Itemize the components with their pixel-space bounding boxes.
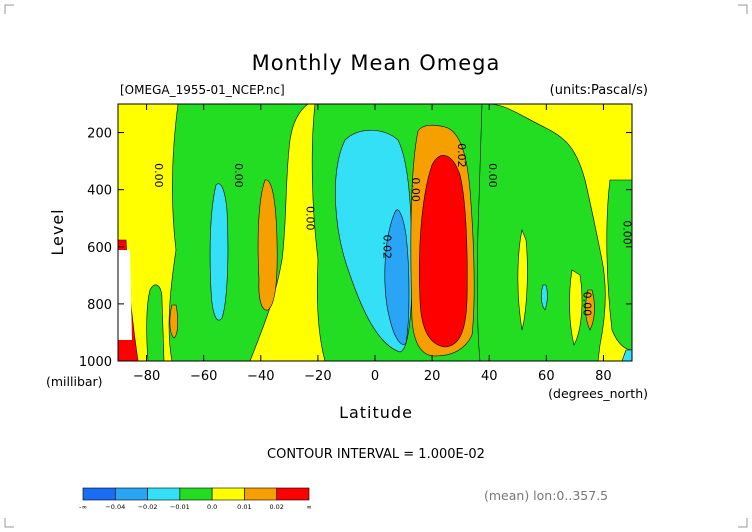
x-tick-label: −80 [133, 369, 160, 384]
contour-interval-note: CONTOUR INTERVAL = 1.000E-02 [267, 447, 485, 462]
x-axis-units: (degrees_north) [548, 386, 648, 401]
contour-label: 0.00 [580, 292, 593, 317]
y-tick-label: 1000 [79, 355, 112, 370]
region-cyan-north [540, 284, 548, 311]
x-tick-label: 20 [424, 369, 441, 384]
colorbar-swatch [276, 487, 310, 501]
contour-label: 0.02 [381, 235, 394, 260]
colorbar-label: 0.02 [269, 503, 283, 511]
region-white-edge [118, 250, 132, 340]
y-tick-label: 400 [87, 184, 112, 199]
colorbar-label: -∞ [79, 503, 87, 511]
region-orange-north [585, 289, 595, 331]
region-blue-core [384, 209, 410, 345]
colorbar-label: ∞ [306, 503, 311, 511]
colorbar-swatch [211, 487, 245, 501]
x-tick-label: −20 [304, 369, 331, 384]
region-green-far-north [606, 179, 632, 351]
x-tick-label: 40 [481, 369, 498, 384]
page-corner-marks [4, 4, 748, 528]
y-axis-units: (millibar) [46, 374, 103, 389]
contour-label: 0.00 [409, 177, 422, 202]
y-tick-label: 600 [87, 241, 112, 256]
region-yellow-north-2 [569, 269, 583, 346]
x-tick-label: −40 [247, 369, 274, 384]
y-tick-label: 800 [87, 298, 112, 313]
colorbar-swatch [244, 487, 278, 501]
x-axis: −80 −60 −40 −20 0 20 40 60 80 [133, 104, 612, 384]
y-axis: 200 400 600 800 1000 [79, 127, 632, 370]
file-label: [OMEGA_1955-01_NCEP.nc] [120, 83, 285, 97]
contour-labels: 0.00 0.00 0.00 0.00 0.02 0.00 0.02 0.00 0.00 [152, 143, 633, 317]
colorbar: -∞ −0.04 −0.02 −0.01 0.0 0.01 0.02 ∞ [79, 487, 312, 511]
colorbar-swatch [82, 487, 116, 501]
colorbar-swatch [114, 487, 148, 501]
contour-label: 0.00 [303, 206, 316, 231]
plot-area: 0.00 0.00 0.00 0.00 0.02 0.00 0.02 0.00 0.00 [118, 104, 633, 361]
x-tick-label: −60 [190, 369, 217, 384]
field-regions [118, 104, 632, 361]
colorbar-label: 0.01 [237, 503, 251, 511]
x-tick-label: 0 [371, 369, 379, 384]
region-red-core [419, 155, 468, 348]
region-cyan-south [209, 183, 229, 321]
x-tick-label: 80 [595, 369, 612, 384]
mean-note: (mean) lon:0..357.5 [484, 488, 608, 503]
region-orange-south [257, 179, 278, 311]
region-cyan-far-north [621, 349, 632, 361]
chart-title: Monthly Mean Omega [252, 51, 501, 75]
contour-label: 0.00 [152, 163, 165, 188]
units-label: (units:Pascal/s) [550, 83, 648, 98]
y-tick-label: 200 [87, 127, 112, 142]
colorbar-label: −0.02 [138, 503, 158, 511]
contour-label: 0.00 [232, 163, 245, 188]
region-yellow-north-1 [517, 228, 528, 331]
colorbar-swatch [147, 487, 181, 501]
contour-label: 0.00 [486, 163, 499, 188]
contour-label: 0.02 [455, 143, 468, 168]
colorbar-swatch [179, 487, 213, 501]
x-tick-label: 60 [538, 369, 555, 384]
contour-label: 0.00 [620, 220, 633, 245]
colorbar-label: −0.01 [170, 503, 190, 511]
colorbar-label: 0.0 [207, 503, 217, 511]
region-green-west [146, 284, 165, 361]
y-axis-title: Level [48, 208, 67, 255]
x-axis-title: Latitude [339, 403, 413, 422]
region-orange-west [169, 304, 179, 339]
colorbar-label: −0.04 [105, 503, 125, 511]
